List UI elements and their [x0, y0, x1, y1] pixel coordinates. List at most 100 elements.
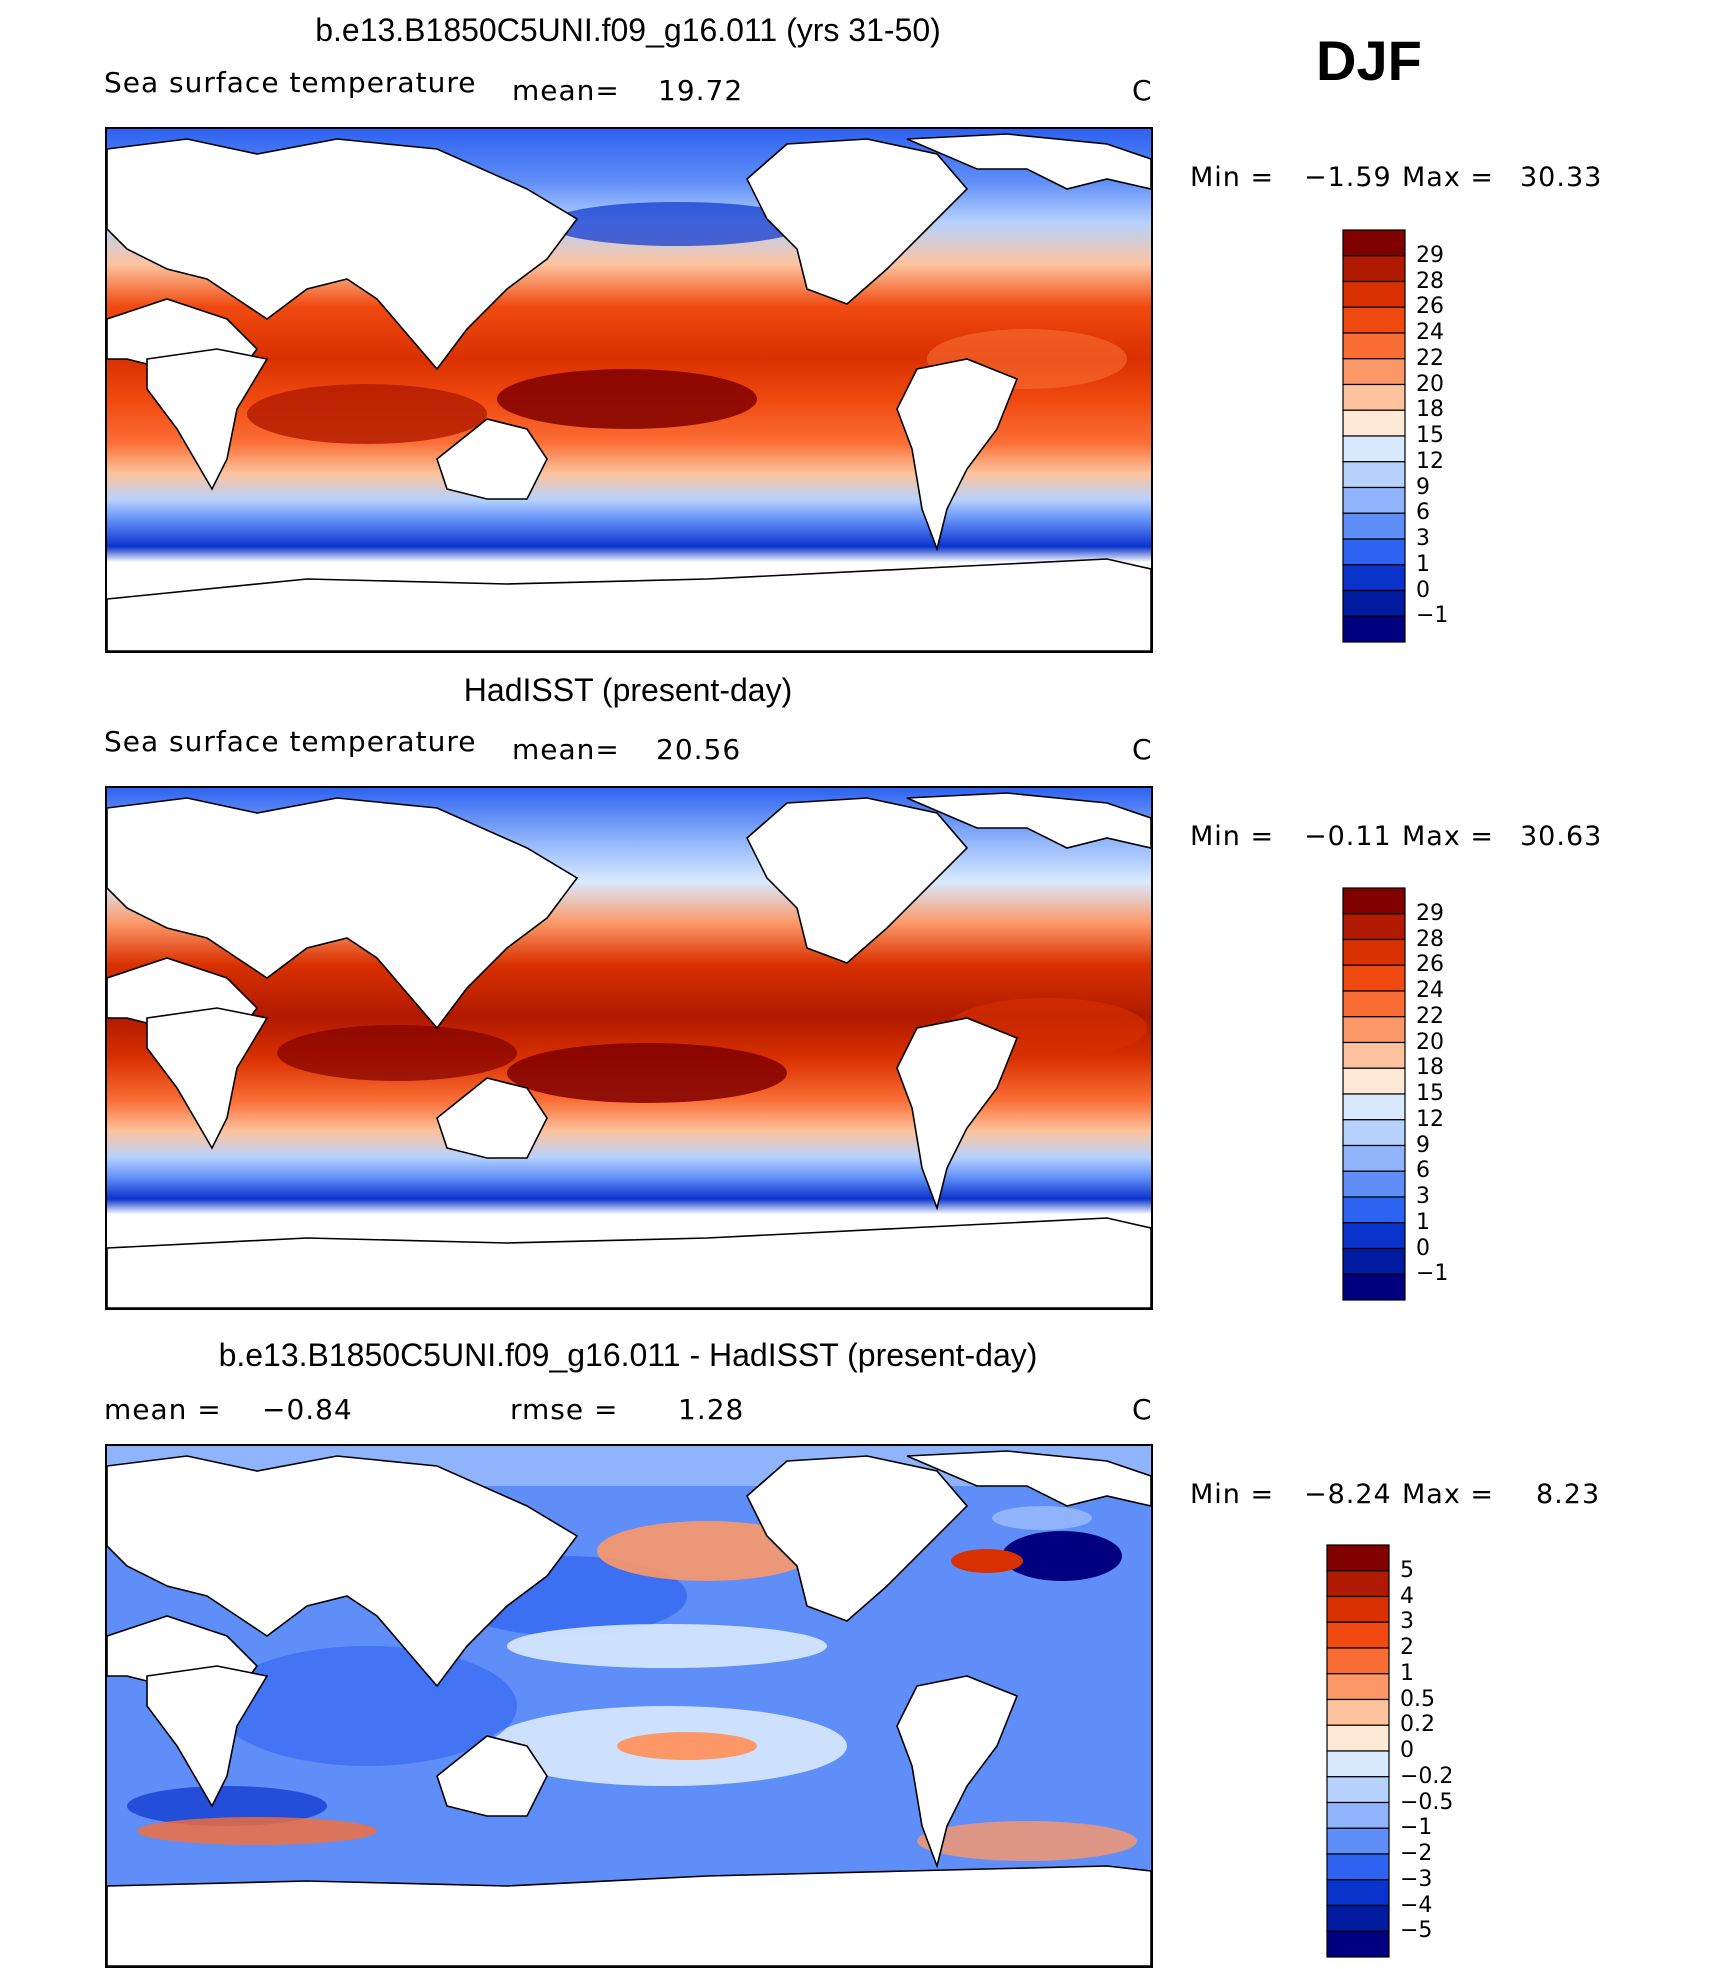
min-value: −1.59 — [1304, 162, 1392, 193]
colorbar-box — [1342, 332, 1406, 360]
unit-label: C — [1132, 74, 1153, 107]
colorbar-box — [1326, 1647, 1390, 1675]
colorbar-tick-label: 3 — [1416, 526, 1430, 551]
colorbar-box — [1342, 280, 1406, 308]
colorbar-box — [1342, 1273, 1406, 1301]
colorbar-tick-label: 18 — [1416, 397, 1444, 423]
land — [107, 1450, 1151, 1966]
colorbar-tick-label: −5 — [1400, 1918, 1433, 1944]
colorbar-tick-label: 18 — [1416, 1055, 1444, 1081]
colorbar-box — [1342, 1144, 1406, 1172]
colorbar-box — [1326, 1698, 1390, 1726]
colorbar-tick-label: 9 — [1416, 474, 1430, 500]
colorbar-tick-label: 28 — [1416, 268, 1444, 294]
colorbar-box — [1326, 1750, 1390, 1778]
colorbar-box — [1342, 913, 1406, 941]
colorbar-box — [1342, 1016, 1406, 1044]
colorbar-boxes — [1342, 229, 1406, 643]
colorbar-box — [1342, 887, 1406, 915]
colorbar-box — [1342, 1196, 1406, 1224]
colorbar-box — [1326, 1776, 1390, 1804]
mean-label: mean= — [512, 74, 620, 107]
colorbar-box — [1342, 486, 1406, 514]
colorbar-tick-label: 3 — [1416, 1184, 1430, 1209]
colorbar-tick-label: 6 — [1416, 500, 1430, 526]
panel-title: HadISST (present-day) — [463, 672, 793, 708]
min-label: Min = — [1190, 821, 1275, 852]
panel-title: b.e13.B1850C5UNI.f09_g16.011 - HadISST (… — [218, 1337, 1038, 1373]
mean-label: mean= — [512, 733, 620, 766]
colorbar-tick-label: 26 — [1416, 294, 1444, 320]
colorbar-box — [1342, 938, 1406, 966]
colorbar-tick-label: 3 — [1400, 1609, 1414, 1635]
variable-label: Sea surface temperature — [104, 66, 477, 99]
sst-map — [105, 786, 1153, 1310]
colorbar-box — [1326, 1621, 1390, 1649]
colorbar-tick-label: 1 — [1416, 1209, 1430, 1235]
colorbar-tick-label: 2 — [1400, 1635, 1414, 1660]
colorbar-tick-label: 24 — [1416, 320, 1444, 345]
colorbar-box — [1342, 1170, 1406, 1198]
colorbar-tick-label: 28 — [1416, 926, 1444, 952]
mean-value: 19.72 — [658, 74, 744, 107]
colorbar-box — [1342, 1093, 1406, 1121]
colorbar-box — [1326, 1853, 1390, 1881]
colorbar-box — [1326, 1724, 1390, 1752]
colorbar-box — [1342, 964, 1406, 992]
rmse-label: rmse = — [510, 1393, 619, 1426]
land — [107, 792, 1151, 1308]
colorbar-tick-label: −1 — [1416, 1261, 1449, 1287]
colorbar-boxes — [1326, 1544, 1390, 1958]
colorbar-box — [1326, 1595, 1390, 1623]
max-label: Max = — [1402, 821, 1495, 852]
colorbar-tick-label: −0.2 — [1400, 1763, 1454, 1789]
colorbar: 29 28 26 24 22 20 18 15 12 9 6 3 1 0 −1 — [1342, 887, 1448, 1301]
colorbar-box — [1326, 1930, 1390, 1958]
colorbar-tick-label: 4 — [1400, 1583, 1414, 1609]
min-label: Min = — [1190, 162, 1275, 193]
colorbar-tick-label: −2 — [1400, 1841, 1433, 1866]
colorbar-box — [1326, 1904, 1390, 1932]
colorbar-box — [1342, 538, 1406, 566]
colorbar-tick-label: 0.2 — [1400, 1712, 1435, 1738]
unit-label: C — [1132, 733, 1153, 766]
colorbar-boxes — [1342, 887, 1406, 1301]
colorbar-box — [1342, 1222, 1406, 1250]
colorbar-box — [1342, 1119, 1406, 1147]
colorbar-box — [1342, 229, 1406, 257]
colorbar-tick-label: 1 — [1416, 551, 1430, 577]
colorbar-tick-label: 0 — [1400, 1738, 1414, 1763]
mean-value: 20.56 — [656, 733, 742, 766]
colorbar-box — [1342, 435, 1406, 463]
colorbar-box — [1342, 1247, 1406, 1275]
colorbar-box — [1342, 358, 1406, 386]
colorbar-box — [1342, 589, 1406, 617]
colorbar-tick-label: 15 — [1416, 1081, 1444, 1106]
colorbar-tick-label: 22 — [1416, 345, 1444, 371]
max-label: Max = — [1402, 1479, 1495, 1510]
colorbar-box — [1342, 990, 1406, 1018]
colorbar-box — [1342, 409, 1406, 437]
colorbar-tick-label: 0.5 — [1400, 1686, 1435, 1712]
colorbar-tick-label: 1 — [1400, 1660, 1414, 1686]
colorbar-tick-label: 26 — [1416, 952, 1444, 978]
colorbar-tick-label: 20 — [1416, 371, 1444, 397]
colorbar-tick-label: 0 — [1416, 1235, 1430, 1261]
colorbar-tick-label: 9 — [1416, 1132, 1430, 1158]
colorbar-box — [1326, 1801, 1390, 1829]
rmse-value: 1.28 — [678, 1393, 745, 1426]
season-label: DJF — [1316, 29, 1422, 92]
colorbar-tick-label: 29 — [1416, 900, 1444, 926]
mean-value: −0.84 — [262, 1393, 353, 1426]
sst-map — [105, 127, 1153, 653]
colorbar: 5 4 3 2 1 0.5 0.2 0 −0.2 −0.5 −1 −2 −3 −4 −5 — [1326, 1544, 1453, 1958]
colorbar-tick-label: 22 — [1416, 1003, 1444, 1029]
max-value: 30.63 — [1520, 821, 1603, 852]
colorbar-tick-label: 5 — [1400, 1557, 1414, 1583]
colorbar-box — [1342, 1067, 1406, 1095]
panel-title: b.e13.B1850C5UNI.f09_g16.011 (yrs 31-50) — [315, 12, 941, 48]
colorbar-tick-label: 12 — [1416, 448, 1444, 474]
unit-label: C — [1132, 1393, 1153, 1426]
colorbar-tick-label: −0.5 — [1400, 1789, 1454, 1815]
colorbar-box — [1326, 1570, 1390, 1598]
